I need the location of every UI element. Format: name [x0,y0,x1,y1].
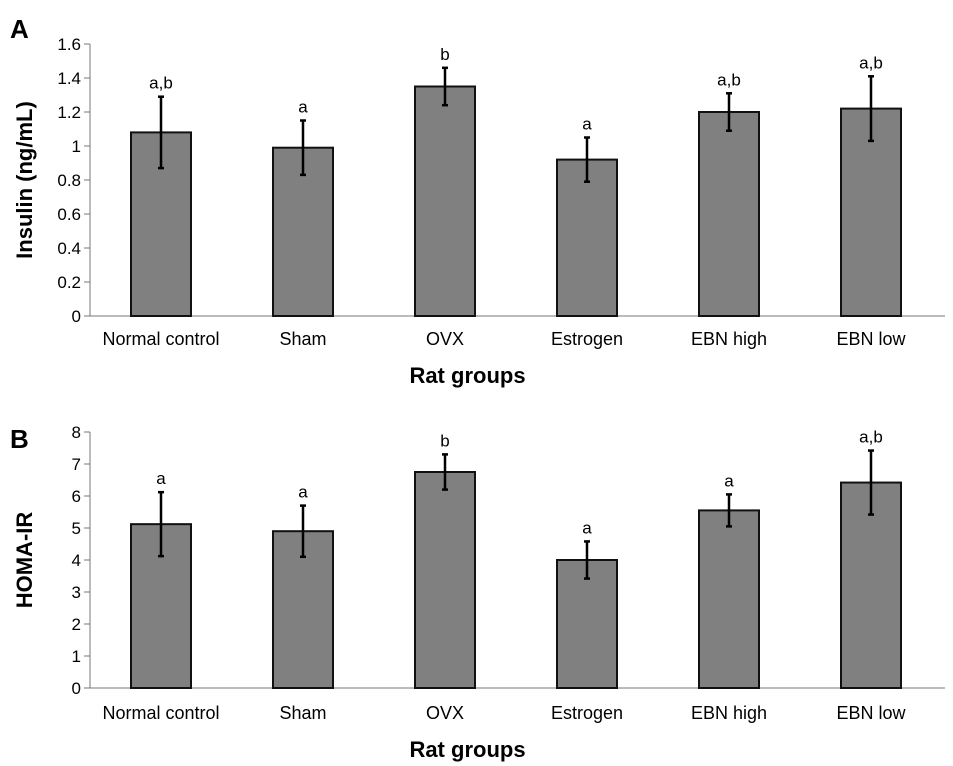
y-tick-label: 0 [72,307,81,326]
bar [414,85,476,317]
error-bar [584,540,590,580]
x-tick-label: OVX [426,329,464,349]
significance-label: a,b [859,428,883,447]
x-tick-label: Sham [279,703,326,723]
y-axis-title: HOMA-IR [12,512,37,609]
error-bar [584,136,590,183]
y-tick-label: 0 [72,679,81,698]
y-tick-label: 6 [72,487,81,506]
error-bar [726,92,732,132]
y-tick-label: 8 [72,423,81,442]
x-axis-title: Rat groups [409,363,525,388]
bar [556,158,618,317]
significance-label: a [156,469,166,488]
x-tick-label: EBN low [836,703,906,723]
y-tick-label: 1.2 [57,103,81,122]
x-tick-label: EBN low [836,329,906,349]
y-tick-label: 2 [72,615,81,634]
significance-label: a [582,115,592,134]
error-bar [868,449,874,516]
error-bar [158,490,164,558]
y-tick-label: 3 [72,583,81,602]
error-bar [442,66,448,107]
panel-letter: B [10,424,29,454]
y-axis-title: Insulin (ng/mL) [12,101,37,259]
error-bar [726,493,732,528]
y-tick-label: 4 [72,551,81,570]
x-tick-label: OVX [426,703,464,723]
error-bar [158,95,164,170]
y-tick-label: 1.4 [57,69,81,88]
bar [698,111,760,317]
bar [698,509,760,689]
significance-label: a,b [859,53,883,72]
chart-panel-a: A 0 0.2 0.4 0.6 0.8 1 1.2 1.4 1.6 a,b Normal contro… [10,14,945,388]
y-tick-label: 0.2 [57,273,81,292]
y-tick-label: 1.6 [57,35,81,54]
y-tick-label: 1 [72,137,81,156]
x-tick-label: EBN high [691,703,767,723]
x-axis-title: Rat groups [409,737,525,762]
y-tick-label: 5 [72,519,81,538]
x-tick-label: Normal control [102,329,219,349]
y-tick-label: 1 [72,647,81,666]
x-tick-label: EBN high [691,329,767,349]
x-tick-label: Normal control [102,703,219,723]
x-tick-label: Sham [279,329,326,349]
panel-letter: A [10,14,29,44]
y-tick-label: 0.8 [57,171,81,190]
error-bar [300,119,306,177]
chart-panel-b: B 0 1 2 3 4 5 6 7 8 a Normal control a Sham b OVX a Estro… [10,423,945,762]
error-bar [300,504,306,559]
significance-label: a [582,518,592,537]
bar [840,481,902,689]
significance-label: a,b [717,70,741,89]
significance-label: b [440,431,449,450]
significance-label: a [298,98,308,117]
bar [414,471,476,689]
bar [840,107,902,317]
significance-label: a,b [149,74,173,93]
significance-label: a [724,471,734,490]
y-tick-label: 0.4 [57,239,81,258]
y-tick-label: 7 [72,455,81,474]
x-tick-label: Estrogen [551,329,623,349]
x-tick-label: Estrogen [551,703,623,723]
error-bar [442,453,448,491]
y-tick-label: 0.6 [57,205,81,224]
significance-label: a [298,483,308,502]
significance-label: b [440,45,449,64]
error-bar [868,75,874,143]
